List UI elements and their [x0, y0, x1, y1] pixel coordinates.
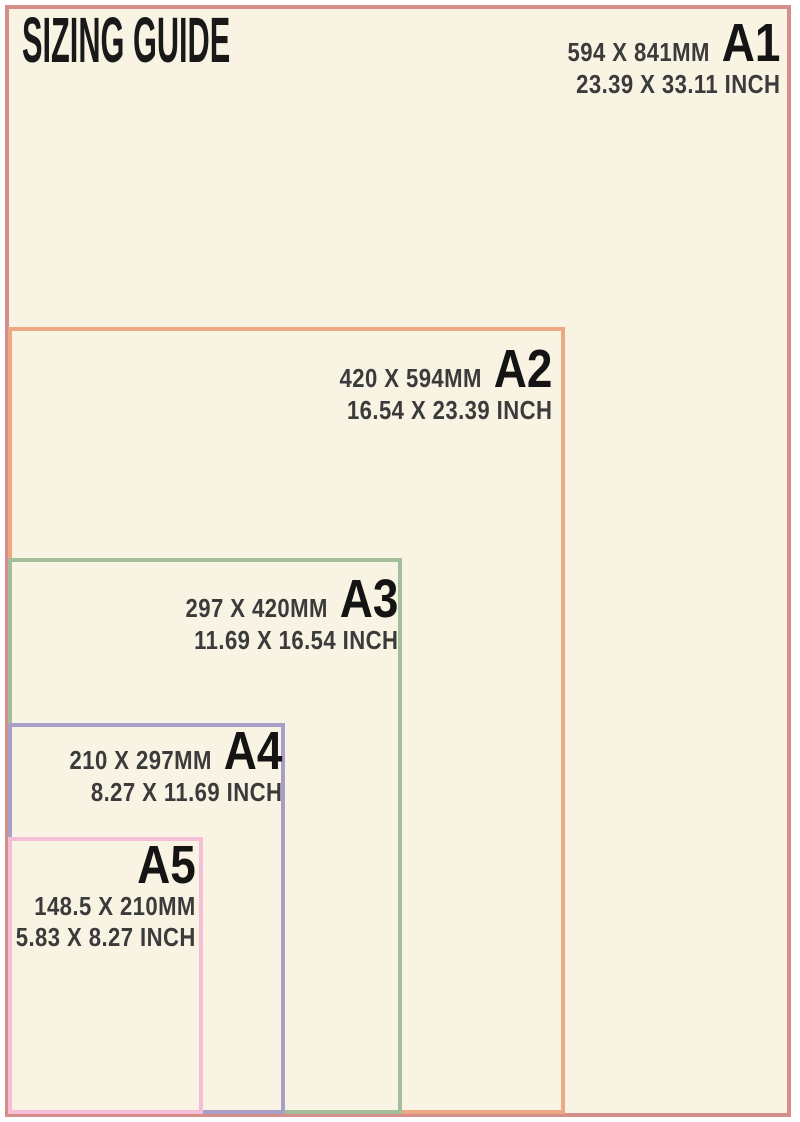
- size-label-a1: 594 X 841MM A1 23.39 X 33.11 INCH: [567, 13, 780, 100]
- size-a4-mm-dimensions: 210 X 297MM: [69, 745, 212, 775]
- size-label-a2-top-row: 420 X 594MM A2: [339, 339, 552, 399]
- page-title: SIZING GUIDE: [22, 4, 231, 76]
- size-a4-inch-dimensions: 8.27 X 11.69 INCH: [90, 777, 282, 808]
- size-label-a5: A5 148.5 X 210MM 5.83 X 8.27 INCH: [15, 835, 196, 954]
- size-a2-mm-dimensions: 420 X 594MM: [339, 363, 482, 393]
- size-a3-mm-dimensions: 297 X 420MM: [185, 593, 328, 623]
- size-a5-mm-dimensions: 148.5 X 210MM: [34, 891, 196, 922]
- size-a4-code: A4: [223, 721, 282, 781]
- size-label-a4: 210 X 297MM A4 8.27 X 11.69 INCH: [69, 721, 282, 808]
- size-a1-code: A1: [721, 13, 780, 73]
- size-rect-a5: [8, 837, 203, 1114]
- size-a2-code: A2: [493, 339, 552, 399]
- size-label-a3: 297 X 420MM A3 11.69 X 16.54 INCH: [185, 569, 398, 656]
- size-a3-inch-dimensions: 11.69 X 16.54 INCH: [193, 625, 398, 656]
- size-label-a2: 420 X 594MM A2 16.54 X 23.39 INCH: [339, 339, 552, 426]
- size-label-a4-top-row: 210 X 297MM A4: [69, 721, 282, 781]
- size-a1-mm-dimensions: 594 X 841MM: [567, 37, 710, 67]
- size-a3-code: A3: [339, 569, 398, 629]
- size-a1-inch-dimensions: 23.39 X 33.11 INCH: [575, 69, 780, 100]
- size-a5-inch-dimensions: 5.83 X 8.27 INCH: [15, 922, 196, 953]
- size-a2-inch-dimensions: 16.54 X 23.39 INCH: [346, 395, 552, 426]
- size-a5-code: A5: [137, 835, 196, 895]
- size-label-a1-top-row: 594 X 841MM A1: [567, 13, 780, 73]
- size-label-a3-top-row: 297 X 420MM A3: [185, 569, 398, 629]
